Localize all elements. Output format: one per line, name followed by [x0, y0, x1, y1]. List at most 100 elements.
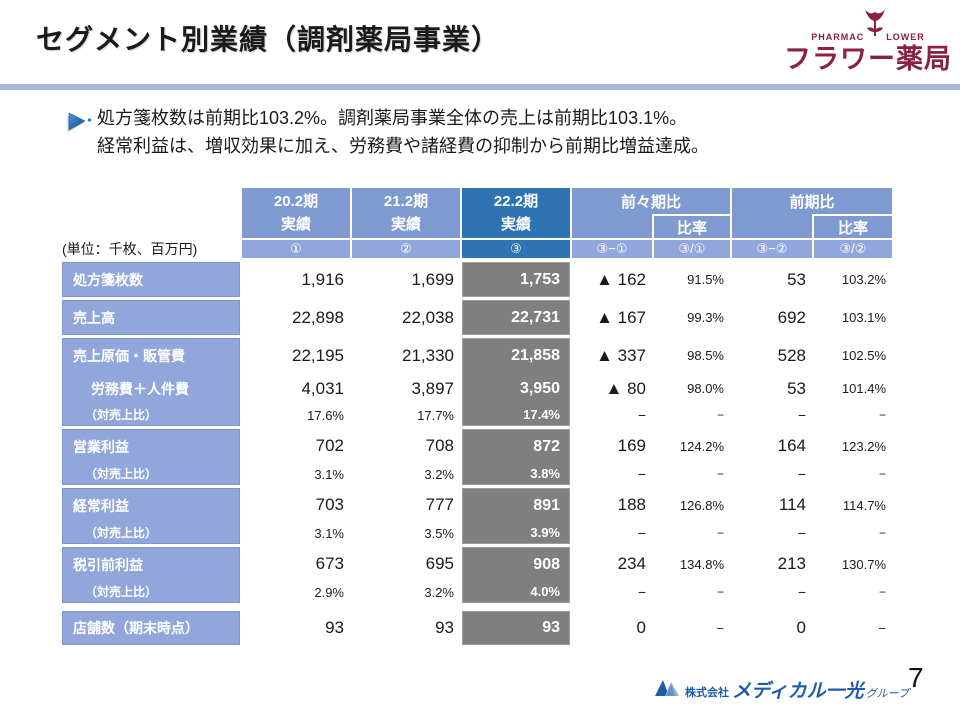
- col-header-cmp1-title: 前々期比: [572, 188, 730, 214]
- value-c2: 777: [425, 495, 454, 514]
- col-mark-3: ③: [462, 240, 570, 258]
- flower-logo-top-row: PHARMAC LOWER: [782, 10, 954, 44]
- value-ratio1: 126.8%: [679, 497, 724, 513]
- value-diff2: 53: [787, 269, 806, 289]
- value-ratio2: −: [878, 526, 886, 540]
- row-label: （対売上比）: [62, 404, 240, 426]
- value-diff1: −: [637, 466, 646, 482]
- value-c3: 3.9%: [462, 522, 570, 544]
- value-c2: 1,699: [411, 269, 454, 289]
- value-diff2: 213: [777, 554, 806, 573]
- row-label: 売上原価・販管費: [62, 338, 240, 373]
- value-c3: 93: [462, 611, 570, 645]
- table-row-labor-cost-ratio: （対売上比） 17.6% 17.7% 17.4% − − − −: [62, 404, 892, 426]
- company-logo: 株式会社 メディカル一光 グループ: [655, 676, 909, 703]
- value-c2: 708: [425, 436, 454, 455]
- value-c3: 21,858: [462, 338, 570, 373]
- value-c3: 17.4%: [462, 404, 570, 426]
- value-diff2: 53: [787, 378, 806, 398]
- flower-pharmacy-logo: PHARMAC LOWER フラワー薬局: [782, 10, 954, 74]
- value-c1: 702: [315, 436, 344, 455]
- value-ratio1: 124.2%: [679, 438, 724, 454]
- flower-logo-pharmac-text: PHARMAC: [811, 32, 865, 42]
- value-diff2: 0: [796, 618, 806, 637]
- value-diff1: −: [637, 407, 646, 423]
- col-header-period-2: 21.2期 実績: [352, 188, 460, 238]
- value-c2: 3.2%: [424, 466, 454, 482]
- value-c1: 673: [315, 554, 344, 573]
- value-c1: 4,031: [301, 378, 344, 398]
- value-c3: 22,731: [462, 300, 570, 335]
- company-name: メディカル一光: [732, 681, 864, 702]
- col-mark-diff-2: ③−②: [732, 240, 812, 258]
- row-label: （対売上比）: [62, 463, 240, 485]
- table-row-operating-income: 営業利益 702 708 872 169 124.2% 164 123.2%: [62, 429, 892, 463]
- table-row-labor-cost: 労務費＋人件費 4,031 3,897 3,950 ▲ 80 98.0% 53 …: [62, 373, 892, 404]
- row-label: 税引前利益: [62, 547, 240, 581]
- value-c1: 2.9%: [314, 584, 344, 600]
- table-row-prescriptions: 処方箋枚数 1,916 1,699 1,753 ▲ 162 91.5% 53 1…: [62, 262, 892, 297]
- value-ratio2: −: [878, 467, 886, 481]
- table-header: (単位：千枚、百万円) 20.2期 実績 21.2期 実績 22.2期 実績 前…: [62, 188, 892, 258]
- value-ratio2: 103.1%: [841, 310, 886, 325]
- flower-logo-lower-text: LOWER: [886, 32, 925, 42]
- value-c3: 908: [462, 547, 570, 581]
- value-c1: 22,898: [292, 307, 344, 327]
- col-header-period-3: 22.2期 実績: [462, 188, 570, 238]
- row-label: 経常利益: [62, 488, 240, 522]
- company-suffix: グループ: [865, 687, 910, 700]
- company-prefix: 株式会社: [685, 686, 729, 699]
- page-number: 7: [908, 662, 924, 693]
- value-ratio2: 102.5%: [841, 348, 886, 363]
- col-mark-ratio-2: ③/②: [814, 240, 892, 258]
- value-diff1: −: [637, 584, 646, 600]
- value-ratio2: 114.7%: [842, 497, 886, 513]
- col-header-cmp2-ratio: 比率: [814, 216, 892, 238]
- value-diff1: 0: [636, 618, 646, 637]
- value-ratio2: −: [878, 585, 886, 599]
- table-row-cogs: 売上原価・販管費 22,195 21,330 21,858 ▲ 337 98.5…: [62, 338, 892, 373]
- value-diff2: −: [797, 407, 806, 423]
- period-2-label: 21.2期: [383, 193, 429, 210]
- period-3-label: 22.2期: [493, 193, 539, 210]
- value-diff2: −: [797, 466, 806, 482]
- value-c1: 3.1%: [314, 466, 344, 482]
- value-c2: 3.2%: [424, 584, 454, 600]
- value-c3: 1,753: [462, 262, 570, 297]
- col-header-cmp2-blank: [732, 214, 812, 238]
- table-row-pretax-income: 税引前利益 673 695 908 234 134.8% 213 130.7%: [62, 547, 892, 581]
- col-header-cmp2-title: 前期比: [732, 188, 892, 214]
- col-mark-ratio-1: ③/①: [654, 240, 730, 258]
- value-ratio1: −: [716, 620, 724, 636]
- segment-results-table: (単位：千枚、百万円) 20.2期 実績 21.2期 実績 22.2期 実績 前…: [62, 188, 892, 645]
- col-header-period-1: 20.2期 実績: [242, 188, 350, 238]
- value-ratio2: −: [878, 408, 886, 422]
- value-diff1: 234: [617, 554, 646, 573]
- period-1-label: 20.2期: [273, 193, 319, 210]
- row-label: 売上高: [62, 300, 240, 335]
- value-c2: 695: [425, 554, 454, 573]
- value-ratio1: −: [716, 585, 724, 599]
- row-label: 店舗数（期末時点）: [62, 611, 240, 645]
- period-2-kind: 実績: [390, 216, 421, 233]
- value-diff1: −: [637, 525, 646, 541]
- value-ratio2: 130.7%: [841, 556, 886, 572]
- value-diff2: −: [797, 525, 806, 541]
- table-row-store-count: 店舗数（期末時点） 93 93 93 0 − 0 −: [62, 611, 892, 645]
- col-header-cmp1-ratio: 比率: [654, 216, 730, 238]
- value-ratio1: −: [716, 526, 724, 540]
- value-ratio2: 101.4%: [841, 381, 886, 396]
- value-ratio2: 103.2%: [841, 272, 886, 287]
- flower-logo-name: フラワー薬局: [784, 44, 952, 74]
- company-logo-icon: [655, 678, 681, 701]
- row-label: 処方箋枚数: [62, 262, 240, 297]
- value-ratio1: −: [716, 408, 724, 422]
- value-ratio1: −: [716, 467, 724, 481]
- value-c1: 17.6%: [307, 407, 344, 423]
- value-c1: 22,195: [292, 345, 344, 365]
- value-diff1: ▲ 80: [605, 378, 646, 398]
- value-diff2: −: [797, 584, 806, 600]
- value-c2: 17.7%: [417, 407, 454, 423]
- value-ratio2: −: [878, 620, 886, 636]
- value-diff2: 528: [777, 345, 806, 365]
